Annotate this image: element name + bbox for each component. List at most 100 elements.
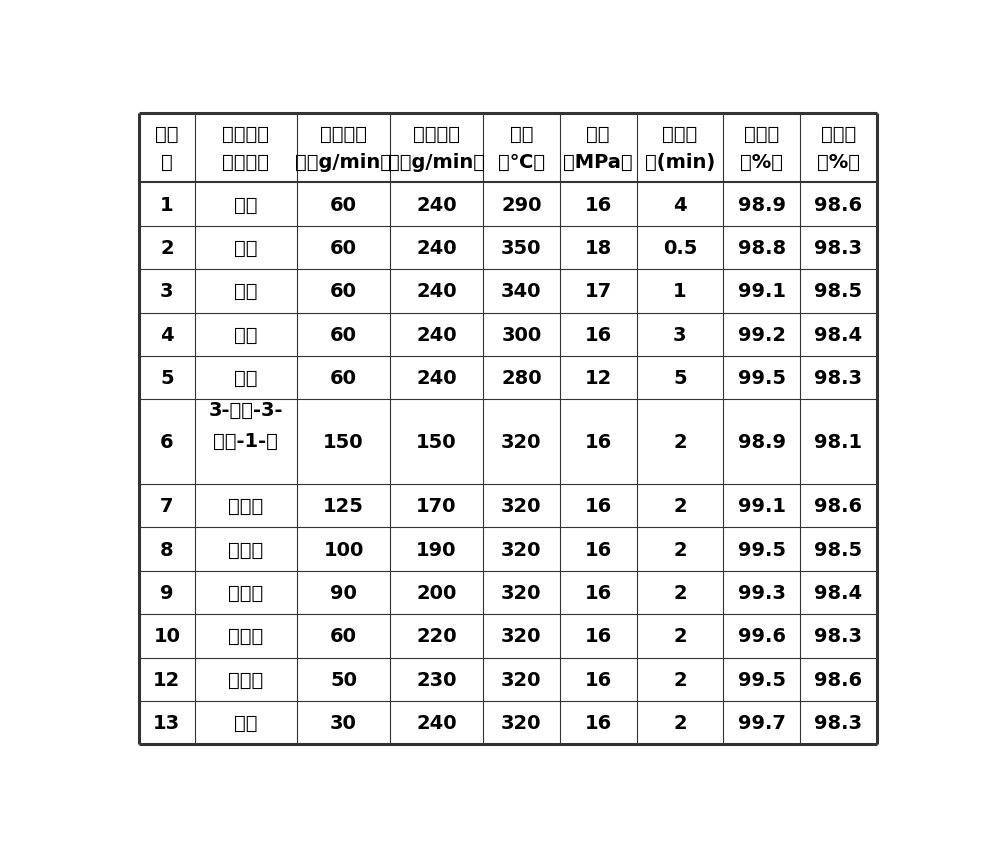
Text: 98.8: 98.8 — [738, 239, 786, 258]
Text: 2: 2 — [673, 540, 687, 559]
Text: 98.5: 98.5 — [814, 540, 862, 559]
Text: 7: 7 — [160, 496, 174, 515]
Text: 压力
（MPa）: 压力 （MPa） — [563, 125, 633, 172]
Text: 2: 2 — [673, 496, 687, 515]
Text: 60: 60 — [330, 627, 357, 646]
Text: 甲醇: 甲醇 — [234, 282, 258, 301]
Text: 240: 240 — [416, 368, 457, 388]
Text: 13: 13 — [153, 713, 180, 733]
Text: 98.9: 98.9 — [738, 432, 786, 451]
Text: 甲醇: 甲醇 — [234, 239, 258, 258]
Text: 2: 2 — [673, 670, 687, 689]
Text: 4: 4 — [160, 325, 174, 345]
Text: 2: 2 — [160, 239, 174, 258]
Text: 半缩醛流
量（g/min）: 半缩醛流 量（g/min） — [295, 125, 392, 172]
Text: 99.2: 99.2 — [738, 325, 786, 345]
Text: 99.5: 99.5 — [738, 368, 786, 388]
Text: 16: 16 — [585, 325, 612, 345]
Text: 98.6: 98.6 — [814, 195, 862, 214]
Text: 8: 8 — [160, 540, 174, 559]
Text: 60: 60 — [330, 282, 357, 301]
Text: 甲醇: 甲醇 — [234, 368, 258, 388]
Text: 99.1: 99.1 — [738, 496, 786, 515]
Text: 290: 290 — [501, 195, 542, 214]
Text: 10: 10 — [153, 627, 180, 646]
Text: 2: 2 — [673, 583, 687, 602]
Text: 乙醇: 乙醇 — [234, 713, 258, 733]
Text: 150: 150 — [323, 432, 364, 451]
Text: 98.3: 98.3 — [814, 627, 862, 646]
Text: 异丁烯流
量（g/min）: 异丁烯流 量（g/min） — [388, 125, 485, 172]
Text: 仲丁醇: 仲丁醇 — [228, 583, 264, 602]
Text: 17: 17 — [585, 282, 612, 301]
Text: 340: 340 — [501, 282, 542, 301]
Text: 3-甲基-3-
丁烯-1-醇: 3-甲基-3- 丁烯-1-醇 — [209, 400, 283, 450]
Text: 320: 320 — [501, 496, 542, 515]
Text: 99.7: 99.7 — [738, 713, 786, 733]
Text: 0.5: 0.5 — [663, 239, 697, 258]
Text: 16: 16 — [585, 713, 612, 733]
Text: 12: 12 — [585, 368, 612, 388]
Text: 18: 18 — [585, 239, 612, 258]
Text: 240: 240 — [416, 282, 457, 301]
Text: 350: 350 — [501, 239, 542, 258]
Text: 甲醇: 甲醇 — [234, 325, 258, 345]
Text: 50: 50 — [330, 670, 357, 689]
Text: 60: 60 — [330, 239, 357, 258]
Text: 90: 90 — [330, 583, 357, 602]
Text: 5: 5 — [160, 368, 174, 388]
Text: 16: 16 — [585, 496, 612, 515]
Text: 170: 170 — [416, 496, 457, 515]
Text: 99.5: 99.5 — [738, 670, 786, 689]
Text: 220: 220 — [416, 627, 457, 646]
Text: 99.1: 99.1 — [738, 282, 786, 301]
Text: 正丁醇: 正丁醇 — [228, 496, 264, 515]
Text: 230: 230 — [416, 670, 457, 689]
Text: 实施
例: 实施 例 — [155, 125, 179, 172]
Text: 240: 240 — [416, 325, 457, 345]
Text: 甲醛半缩
醛所用醇: 甲醛半缩 醛所用醇 — [222, 125, 269, 172]
Text: 16: 16 — [585, 670, 612, 689]
Text: 98.3: 98.3 — [814, 368, 862, 388]
Text: 3: 3 — [160, 282, 174, 301]
Text: 98.4: 98.4 — [814, 325, 862, 345]
Text: 99.3: 99.3 — [738, 583, 786, 602]
Text: 正丙醇: 正丙醇 — [228, 670, 264, 689]
Text: 反应时
间(min): 反应时 间(min) — [645, 125, 715, 172]
Text: 125: 125 — [323, 496, 364, 515]
Text: 150: 150 — [416, 432, 457, 451]
Text: 甲醇: 甲醇 — [234, 195, 258, 214]
Text: 1: 1 — [160, 195, 174, 214]
Text: 240: 240 — [416, 239, 457, 258]
Text: 98.5: 98.5 — [814, 282, 862, 301]
Text: 16: 16 — [585, 432, 612, 451]
Text: 3: 3 — [673, 325, 687, 345]
Text: 98.6: 98.6 — [814, 670, 862, 689]
Text: 200: 200 — [416, 583, 457, 602]
Text: 240: 240 — [416, 713, 457, 733]
Text: 16: 16 — [585, 583, 612, 602]
Text: 6: 6 — [160, 432, 174, 451]
Text: 9: 9 — [160, 583, 174, 602]
Text: 320: 320 — [501, 670, 542, 689]
Text: 100: 100 — [323, 540, 364, 559]
Text: 98.4: 98.4 — [814, 583, 862, 602]
Text: 320: 320 — [501, 713, 542, 733]
Text: 320: 320 — [501, 432, 542, 451]
Text: 60: 60 — [330, 368, 357, 388]
Text: 320: 320 — [501, 627, 542, 646]
Text: 2: 2 — [673, 713, 687, 733]
Text: 98.3: 98.3 — [814, 713, 862, 733]
Text: 异丙醇: 异丙醇 — [228, 627, 264, 646]
Text: 98.6: 98.6 — [814, 496, 862, 515]
Text: 2: 2 — [673, 627, 687, 646]
Text: 4: 4 — [673, 195, 687, 214]
Text: 190: 190 — [416, 540, 457, 559]
Text: 16: 16 — [585, 540, 612, 559]
Text: 99.5: 99.5 — [738, 540, 786, 559]
Text: 300: 300 — [501, 325, 542, 345]
Text: 12: 12 — [153, 670, 180, 689]
Text: 60: 60 — [330, 325, 357, 345]
Text: 98.9: 98.9 — [738, 195, 786, 214]
Text: 16: 16 — [585, 627, 612, 646]
